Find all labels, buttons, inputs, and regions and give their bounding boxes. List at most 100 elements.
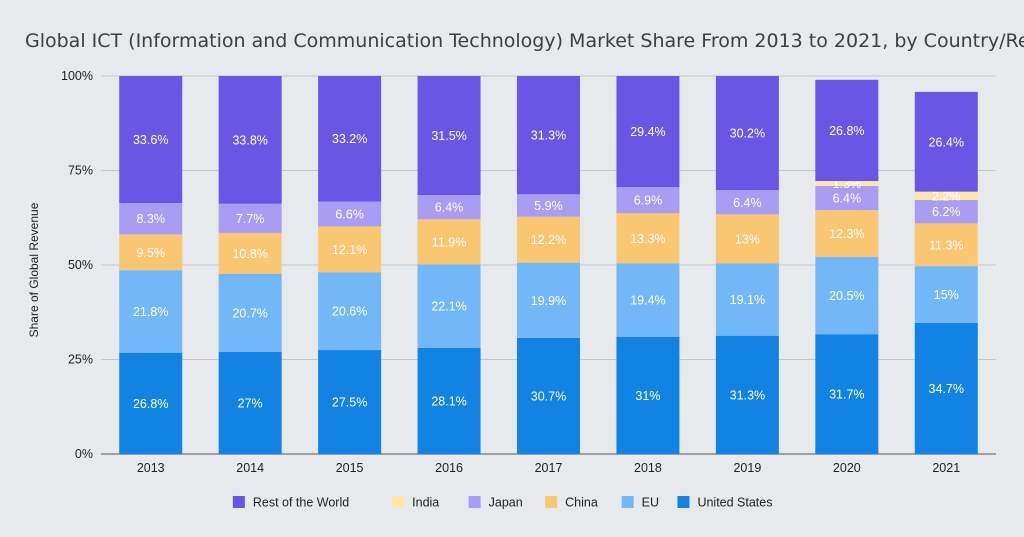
bar-segment [119, 352, 183, 454]
bar-segment [914, 91, 978, 192]
legend-swatch [621, 496, 634, 508]
y-tick-label: 50% [68, 258, 93, 272]
legend: Rest of the World India Japan China EU United… [232, 496, 772, 510]
y-tick-label: 25% [68, 353, 93, 367]
legend-label: India [412, 496, 439, 510]
bar-segment [715, 335, 779, 454]
x-tick-label: 2017 [535, 461, 563, 475]
data-label: 6.2% [932, 205, 961, 219]
data-label: 6.4% [435, 201, 464, 215]
x-tick-label: 2019 [733, 461, 761, 475]
bar-segment [914, 266, 978, 323]
bar-segment [715, 76, 779, 191]
data-label: 9.5% [136, 246, 165, 260]
bar-segment [815, 256, 879, 335]
bar-segment [715, 214, 779, 264]
bar-segment [815, 79, 879, 182]
data-label: 27.5% [332, 396, 367, 410]
data-label: 26.4% [929, 135, 964, 149]
data-label: 31.3% [730, 388, 765, 402]
bar-segment [616, 263, 680, 337]
data-label: 13.3% [630, 232, 665, 246]
data-label: 26.8% [133, 397, 168, 411]
bar-segment [119, 203, 183, 235]
legend-swatch [468, 496, 481, 508]
bar-segment [417, 219, 481, 265]
y-axis-label: Share of Global Revenue [27, 202, 41, 337]
data-label: 22.1% [431, 300, 466, 314]
x-tick-label: 2014 [236, 461, 264, 475]
bar-segment [616, 76, 680, 188]
bar-segment [318, 201, 382, 227]
data-label: 31.3% [531, 129, 566, 143]
x-tick-label: 2018 [634, 461, 662, 475]
data-label: 8.3% [136, 212, 165, 226]
legend-label: China [565, 496, 598, 510]
bar-segment [517, 194, 580, 217]
data-label: 30.7% [531, 389, 566, 403]
data-label: 26.8% [829, 124, 864, 138]
legend-label: Rest of the World [253, 496, 349, 510]
bar-segment [914, 223, 978, 267]
data-label: 30.2% [730, 127, 765, 141]
data-label: 33.8% [232, 133, 267, 147]
x-tick-label: 2020 [833, 461, 861, 475]
bar-segment [715, 263, 779, 336]
bar-segment [417, 264, 481, 348]
bars: 26.8% 21.8% 9.5% 8.3% 33.6% 27% 20.7% 10.8% 7.7%… [119, 76, 978, 454]
bar-segment [616, 336, 680, 454]
data-label: 31% [635, 389, 660, 403]
data-label: 27% [238, 396, 263, 410]
data-label: 12.3% [829, 227, 864, 241]
bar-segment [517, 76, 580, 195]
data-label: 29.4% [630, 125, 665, 139]
bar-segment [119, 234, 183, 271]
data-label: 34.7% [929, 382, 964, 396]
bar-segment [815, 210, 879, 257]
data-label: 28.1% [431, 394, 466, 408]
data-label: 11.3% [929, 238, 964, 252]
bar-segment [318, 272, 382, 351]
y-axis-ticks: 0% 25% 50% 75% 100% [61, 69, 93, 461]
data-label: 19.9% [531, 294, 566, 308]
bar-segment [119, 76, 183, 204]
data-label: 15% [934, 288, 959, 302]
data-label: 5.9% [534, 199, 563, 213]
y-tick-label: 75% [68, 164, 93, 178]
chart-title: Global ICT (Information and Communicatio… [25, 30, 1024, 52]
bar-segment [517, 262, 580, 338]
bar-segment [318, 226, 382, 273]
data-label: 10.8% [232, 247, 267, 261]
data-label: 6.4% [733, 196, 762, 210]
bar-segment [218, 351, 282, 454]
legend-swatch [677, 496, 690, 508]
legend-swatch [232, 496, 245, 508]
bar-segment [815, 185, 879, 211]
data-label: 31.5% [431, 129, 466, 143]
x-tick-label: 2016 [435, 461, 463, 475]
data-label: 7.7% [236, 212, 265, 226]
bar-segment [119, 270, 183, 353]
x-tick-label: 2015 [336, 461, 364, 475]
legend-label: Japan [489, 496, 523, 510]
bar-segment [218, 203, 282, 233]
bar-segment [417, 347, 481, 454]
bar-segment [218, 232, 282, 274]
bar-segment [417, 76, 481, 196]
bar-segment [517, 216, 580, 263]
data-label: 6.6% [335, 207, 364, 221]
bar-segment [318, 76, 382, 202]
bar-segment [417, 195, 481, 220]
bar-segment [517, 337, 580, 454]
data-label: 12.1% [332, 243, 367, 257]
x-axis-ticks: 2013 2014 2015 2016 2017 2018 2019 2020 2021 [137, 461, 960, 475]
bar-segment [914, 191, 978, 200]
data-label: 19.4% [630, 294, 665, 308]
bar-segment [914, 322, 978, 454]
bar-segment [715, 190, 779, 215]
bar-segment [218, 76, 282, 204]
data-label: 20.6% [332, 305, 367, 319]
data-label: 6.4% [833, 192, 862, 206]
